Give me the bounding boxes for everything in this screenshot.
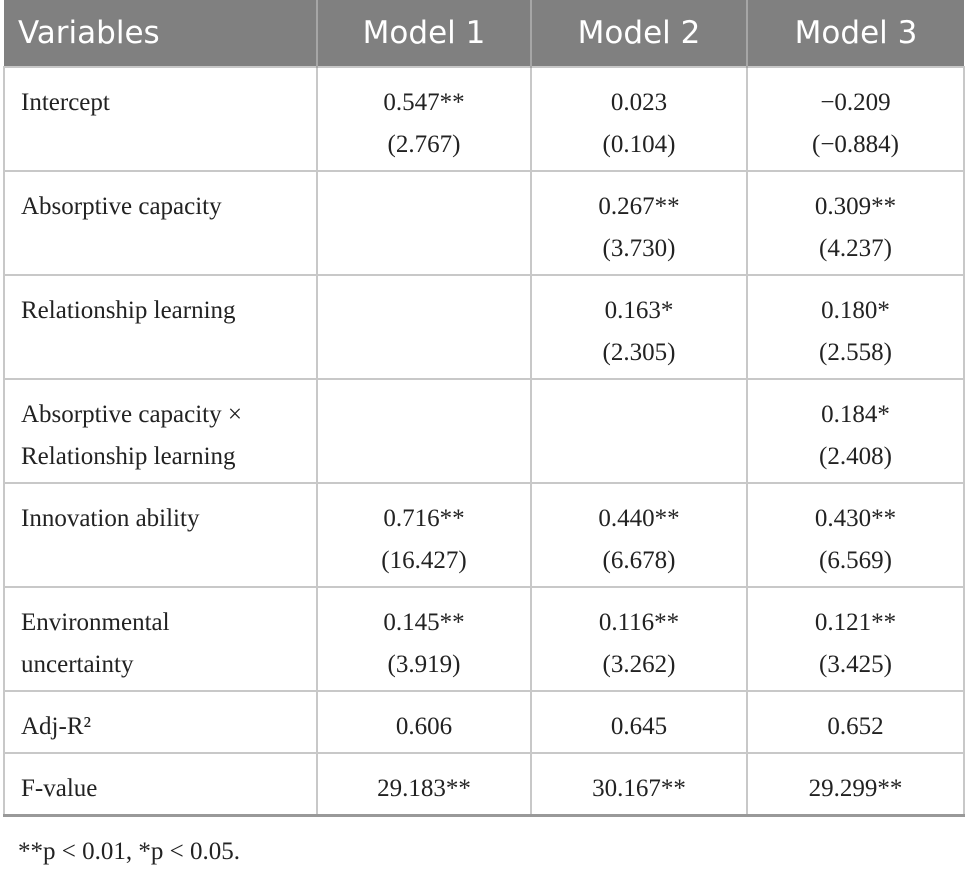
cell-text: 29.299** bbox=[808, 775, 903, 802]
cell-text: (3.262) bbox=[602, 651, 676, 678]
value-cell: 29.299** bbox=[746, 752, 965, 817]
table-row: F-value 29.183** 30.167** 29.299** bbox=[3, 752, 965, 817]
value-cell: 30.167** bbox=[530, 752, 748, 817]
header-cell: Model 3 bbox=[746, 0, 964, 67]
value-cell: −0.209 (−0.884) bbox=[746, 66, 965, 172]
cell-text: (6.569) bbox=[819, 547, 892, 574]
cell-text: (2.305) bbox=[602, 339, 676, 366]
cell-text: 0.440** bbox=[598, 505, 680, 532]
variable-cell: Relationship learning bbox=[3, 274, 318, 380]
variable-cell: Adj-R² bbox=[3, 690, 318, 754]
value-cell: 0.440** (6.678) bbox=[530, 482, 748, 588]
value-cell: 0.716** (16.427) bbox=[316, 482, 532, 588]
cell-text: 0.645 bbox=[610, 713, 668, 740]
variable-cell: Environmental uncertainty bbox=[3, 586, 318, 692]
variable-label: Absorptive capacity bbox=[21, 193, 222, 220]
variable-label: Innovation ability bbox=[21, 505, 200, 532]
table-row: Relationship learning 0.163* (2.305) 0.180*… bbox=[3, 274, 965, 380]
cell-text: 0.116** bbox=[598, 609, 680, 636]
table-row: Intercept 0.547** (2.767) 0.023 (0.104) −0.20… bbox=[3, 66, 965, 172]
value-cell bbox=[316, 378, 532, 484]
cell-text: 0.184* bbox=[821, 401, 890, 428]
cell-text: 0.309** bbox=[814, 193, 897, 220]
value-cell: 0.116** (3.262) bbox=[530, 586, 748, 692]
variable-label: Relationship learning bbox=[21, 443, 236, 470]
value-cell: 0.645 bbox=[530, 690, 748, 754]
value-cell: 0.180* (2.558) bbox=[746, 274, 965, 380]
cell-text: (2.408) bbox=[819, 443, 892, 470]
cell-text: 0.716** bbox=[383, 505, 465, 532]
variable-label: Absorptive capacity × bbox=[21, 401, 242, 428]
header-cell: Model 1 bbox=[316, 0, 531, 67]
variable-label: uncertainty bbox=[21, 651, 134, 678]
header-cell: Model 2 bbox=[530, 0, 747, 67]
cell-text: 0.023 bbox=[610, 89, 668, 116]
cell-text: (3.730) bbox=[602, 235, 676, 262]
table-row: Innovation ability 0.716** (16.427) 0.440**… bbox=[3, 482, 965, 588]
footnote: **p < 0.01, *p < 0.05. bbox=[18, 838, 240, 865]
value-cell: 0.547** (2.767) bbox=[316, 66, 532, 172]
value-cell: 0.430** (6.569) bbox=[746, 482, 965, 588]
variable-label: Adj-R² bbox=[21, 713, 91, 740]
value-cell: 0.267** (3.730) bbox=[530, 170, 748, 276]
table-row: Absorptive capacity × Relationship learni… bbox=[3, 378, 965, 484]
table-row: Adj-R² 0.606 0.645 0.652 bbox=[3, 690, 965, 754]
header-row: Variables Model 1 Model 2 Model 3 bbox=[4, 0, 964, 67]
table-row: Absorptive capacity 0.267** (3.730) 0.309**… bbox=[3, 170, 965, 276]
cell-text: (−0.884) bbox=[812, 131, 899, 158]
value-cell: 0.309** (4.237) bbox=[746, 170, 965, 276]
value-cell: 0.652 bbox=[746, 690, 965, 754]
cell-text: 29.183** bbox=[377, 775, 471, 802]
cell-text: 0.121** bbox=[814, 609, 897, 636]
cell-text: 0.430** bbox=[814, 505, 897, 532]
cell-text: 30.167** bbox=[592, 775, 686, 802]
value-cell: 0.023 (0.104) bbox=[530, 66, 748, 172]
cell-text: (2.558) bbox=[819, 339, 892, 366]
variable-cell: Absorptive capacity bbox=[3, 170, 318, 276]
cell-text: (2.767) bbox=[387, 131, 461, 158]
variable-cell: Intercept bbox=[3, 66, 318, 172]
variable-label: F-value bbox=[21, 775, 98, 802]
value-cell: 0.163* (2.305) bbox=[530, 274, 748, 380]
value-cell: 0.145** (3.919) bbox=[316, 586, 532, 692]
results-table: Variables Model 1 Model 2 Model 3 Intercept… bbox=[3, 0, 965, 817]
cell-text: 0.163* bbox=[604, 297, 674, 324]
cell-text: (4.237) bbox=[819, 235, 892, 262]
variable-cell: Innovation ability bbox=[3, 482, 318, 588]
cell-text: (16.427) bbox=[381, 547, 467, 574]
header-cell: Variables bbox=[4, 0, 317, 67]
cell-text: 0.145** bbox=[383, 609, 465, 636]
cell-text: 0.606 bbox=[395, 713, 453, 740]
variable-cell: Absorptive capacity × Relationship learni… bbox=[3, 378, 318, 484]
cell-text: −0.209 bbox=[820, 89, 891, 116]
value-cell: 0.121** (3.425) bbox=[746, 586, 965, 692]
cell-text: (6.678) bbox=[602, 547, 676, 574]
cell-text: (3.425) bbox=[819, 651, 892, 678]
variable-cell: F-value bbox=[3, 752, 318, 817]
cell-text: 0.180* bbox=[821, 297, 890, 324]
variable-label: Intercept bbox=[21, 89, 110, 116]
cell-text: 0.547** bbox=[383, 89, 465, 116]
value-cell: 0.184* (2.408) bbox=[746, 378, 965, 484]
value-cell bbox=[530, 378, 748, 484]
cell-text: 0.652 bbox=[827, 713, 884, 740]
variable-label: Relationship learning bbox=[21, 297, 236, 324]
cell-text: (3.919) bbox=[387, 651, 461, 678]
cell-text: (0.104) bbox=[602, 131, 676, 158]
value-cell: 29.183** bbox=[316, 752, 532, 817]
value-cell: 0.606 bbox=[316, 690, 532, 754]
table-row: Environmental uncertainty 0.145** (3.919) 0.… bbox=[3, 586, 965, 692]
value-cell bbox=[316, 274, 532, 380]
variable-label: Environmental bbox=[21, 609, 170, 636]
value-cell bbox=[316, 170, 532, 276]
cell-text: 0.267** bbox=[598, 193, 680, 220]
